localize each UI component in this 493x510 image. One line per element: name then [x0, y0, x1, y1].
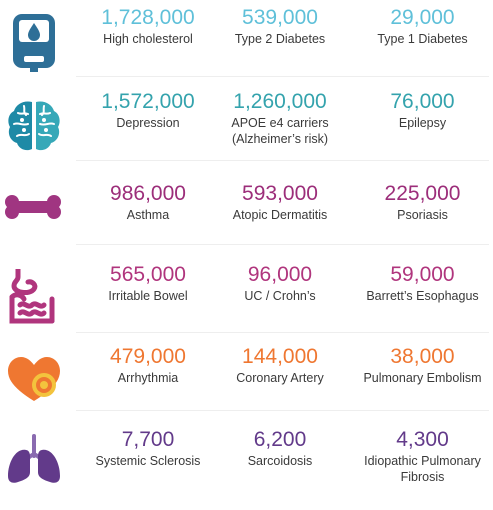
stat-value: 59,000	[390, 263, 455, 286]
stat-value: 986,000	[110, 182, 186, 205]
stat-label: Type 1 Diabetes	[377, 32, 468, 46]
stat-value: 1,728,000	[101, 6, 195, 29]
row-gastrointestinal: 565,000 Irritable Bowel 96,000 UC / Croh…	[0, 263, 493, 345]
row-metabolic: 1,728,000 High cholesterol 539,000 Type …	[0, 6, 493, 88]
stat-label-secondary: Fibrosis	[400, 470, 445, 484]
stat-label: Coronary Artery	[236, 371, 324, 385]
stat-arrhythmia: 479,000 Arrhythmia	[78, 345, 218, 386]
row-respiratory: 7,700 Systemic Sclerosis 6,200 Sarcoidos…	[0, 428, 493, 510]
stat-label-secondary: (Alzheimer’s risk)	[231, 132, 329, 146]
stat-value: 144,000	[242, 345, 318, 368]
stat-label: Barrett’s Esophagus	[366, 289, 479, 303]
stat-sarcoidosis: 6,200 Sarcoidosis	[210, 428, 350, 469]
stat-type-2-diabetes: 539,000 Type 2 Diabetes	[210, 6, 350, 47]
divider	[76, 332, 489, 333]
stat-value: 539,000	[242, 6, 318, 29]
stat-label: Depression	[116, 116, 180, 130]
stat-value: 593,000	[242, 182, 318, 205]
stat-type-1-diabetes: 29,000 Type 1 Diabetes	[352, 6, 493, 47]
stat-systemic-sclerosis: 7,700 Systemic Sclerosis	[78, 428, 218, 469]
stat-value: 479,000	[110, 345, 186, 368]
row-immune: 986,000 Asthma 593,000 Atopic Dermatitis…	[0, 182, 493, 264]
brain-icon	[4, 96, 64, 156]
stat-value: 7,700	[121, 428, 175, 451]
stat-value: 96,000	[247, 263, 313, 286]
stat-label: Epilepsy	[398, 116, 447, 130]
stat-label: Systemic Sclerosis	[95, 454, 201, 468]
heart-icon	[4, 351, 64, 411]
stat-value: 29,000	[390, 6, 455, 29]
stat-label: Irritable Bowel	[108, 289, 188, 303]
stat-barretts-esophagus: 59,000 Barrett’s Esophagus	[352, 263, 493, 304]
stat-label: Sarcoidosis	[247, 454, 313, 468]
stat-coronary-artery: 144,000 Coronary Artery	[210, 345, 350, 386]
divider	[76, 410, 489, 411]
stat-atopic-dermatitis: 593,000 Atopic Dermatitis	[210, 182, 350, 223]
divider	[76, 244, 489, 245]
stat-epilepsy: 76,000 Epilepsy	[352, 90, 493, 131]
stat-label: Atopic Dermatitis	[232, 208, 328, 222]
stat-value: 1,260,000	[233, 90, 327, 113]
row-neurological: 1,572,000 Depression 1,260,000 APOE e4 c…	[0, 90, 493, 172]
stat-label: Pulmonary Embolism	[363, 371, 482, 385]
stat-label: Idiopathic Pulmonary	[364, 454, 481, 468]
divider	[76, 160, 489, 161]
stat-label: Asthma	[126, 208, 170, 222]
stat-value: 6,200	[253, 428, 307, 451]
stat-high-cholesterol: 1,728,000 High cholesterol	[78, 6, 218, 47]
stat-label: APOE e4 carriers	[231, 116, 329, 130]
stat-label: High cholesterol	[103, 32, 193, 46]
stat-value: 4,300	[396, 428, 449, 451]
glucose-meter-icon	[4, 12, 64, 72]
divider	[76, 76, 489, 77]
stat-value: 225,000	[384, 182, 461, 205]
digestive-system-icon	[4, 269, 64, 329]
stat-apoe-e4: 1,260,000 APOE e4 carriers (Alzheimer’s …	[210, 90, 350, 147]
stat-value: 38,000	[390, 345, 455, 368]
stat-label: Type 2 Diabetes	[234, 32, 326, 46]
stat-label: Arrhythmia	[117, 371, 179, 385]
stat-value: 565,000	[110, 263, 186, 286]
bone-icon	[4, 188, 64, 248]
stat-value: 76,000	[390, 90, 455, 113]
stat-pulmonary-embolism: 38,000 Pulmonary Embolism	[352, 345, 493, 386]
row-cardiovascular: 479,000 Arrhythmia 144,000 Coronary Arte…	[0, 345, 493, 427]
lungs-icon	[4, 434, 64, 494]
stat-uc-crohns: 96,000 UC / Crohn’s	[210, 263, 350, 304]
stat-label: Psoriasis	[397, 208, 448, 222]
stat-psoriasis: 225,000 Psoriasis	[352, 182, 493, 223]
stat-label: UC / Crohn’s	[244, 289, 316, 303]
stat-asthma: 986,000 Asthma	[78, 182, 218, 223]
stat-irritable-bowel: 565,000 Irritable Bowel	[78, 263, 218, 304]
stat-idiopathic-pulmonary-fibrosis: 4,300 Idiopathic Pulmonary Fibrosis	[352, 428, 493, 485]
stat-value: 1,572,000	[101, 90, 195, 113]
stat-depression: 1,572,000 Depression	[78, 90, 218, 131]
